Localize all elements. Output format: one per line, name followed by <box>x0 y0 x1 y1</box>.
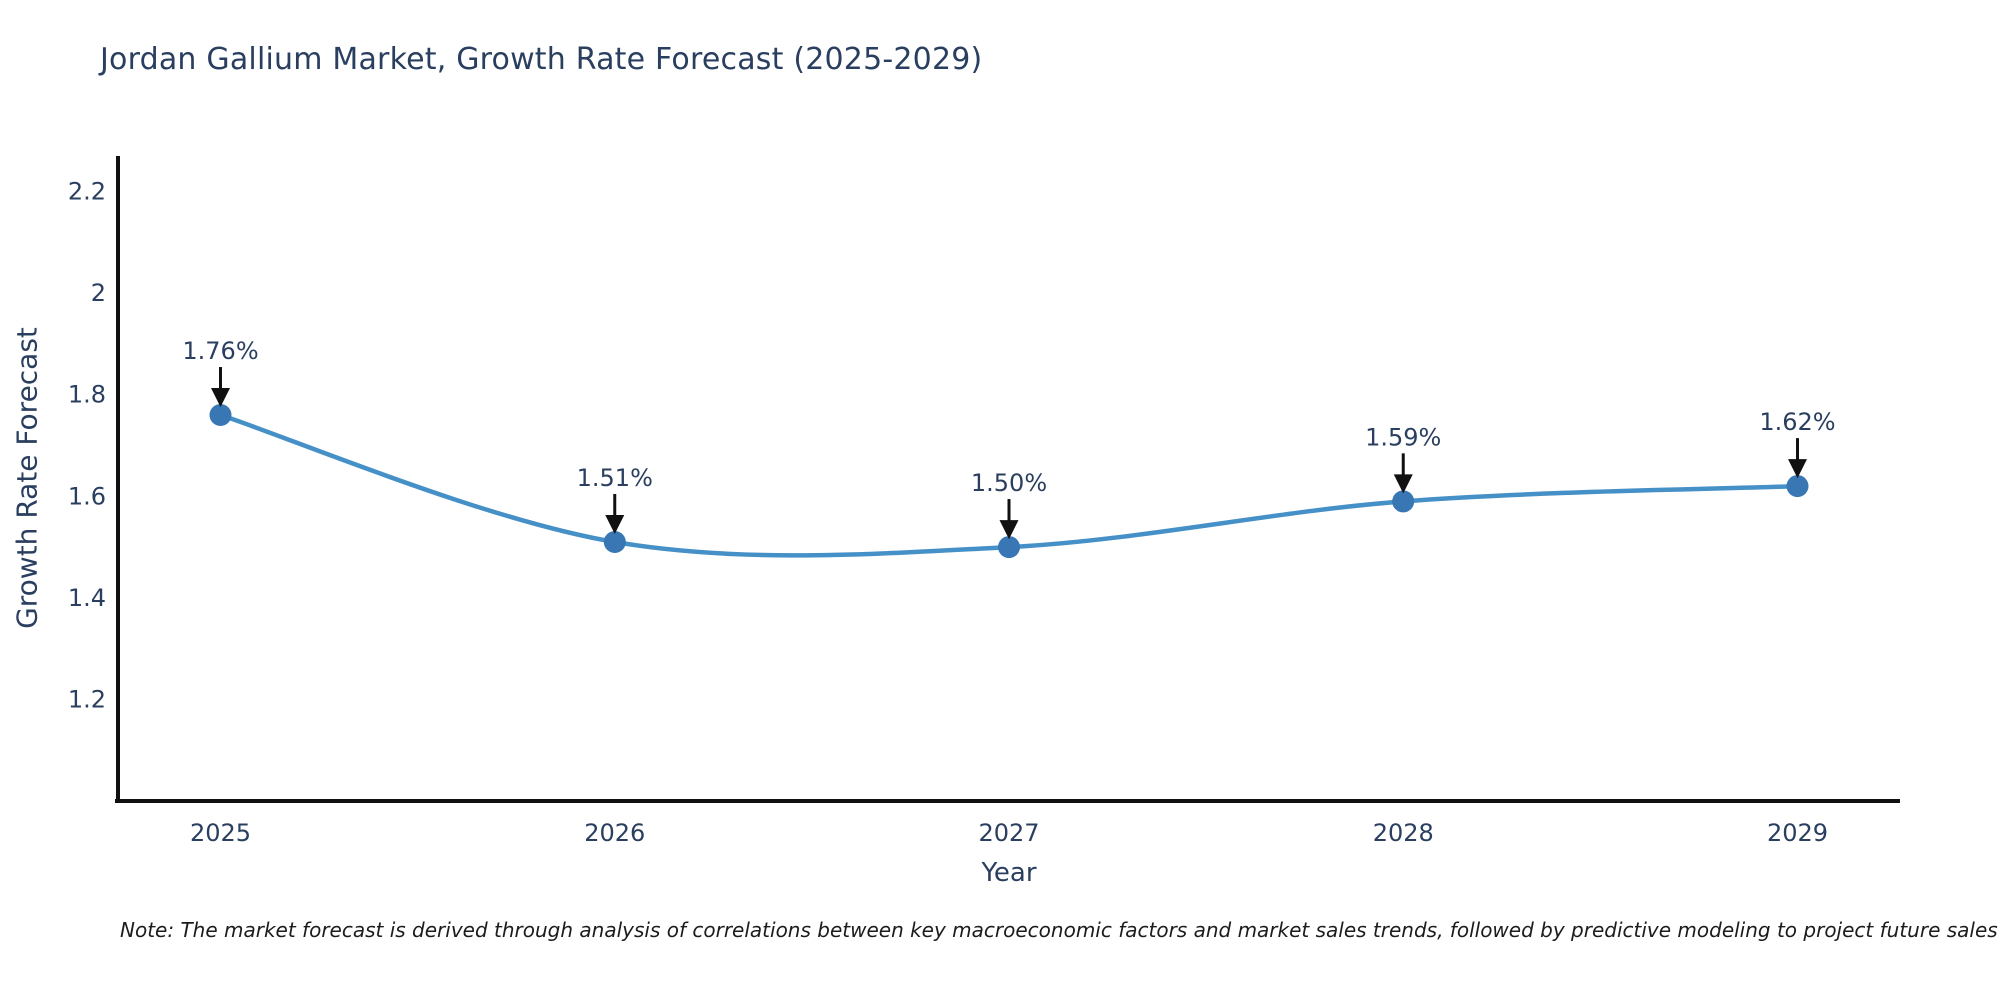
data-point-marker[interactable] <box>1392 490 1415 513</box>
annotation-arrowhead-icon <box>1787 459 1807 479</box>
data-point-marker[interactable] <box>603 531 626 553</box>
x-tick-label: 2025 <box>190 819 251 847</box>
data-point-label: 1.59% <box>1365 423 1441 451</box>
x-tick-label: 2026 <box>584 819 645 847</box>
chart-title: Jordan Gallium Market, Growth Rate Forec… <box>100 42 983 77</box>
data-point-label: 1.76% <box>182 337 258 365</box>
data-point-label: 1.62% <box>1759 408 1835 436</box>
annotation-arrowhead-icon <box>605 514 625 534</box>
footnote: Note: The market forecast is derived thr… <box>120 918 1998 942</box>
x-tick-label: 2028 <box>1373 819 1434 847</box>
data-point-marker[interactable] <box>209 404 232 426</box>
data-point-marker[interactable] <box>1786 475 1809 498</box>
annotation-arrowhead-icon <box>211 388 231 408</box>
y-tick-label: 2 <box>91 279 106 307</box>
x-tick-label: 2027 <box>978 819 1039 847</box>
y-tick-label: 1.6 <box>68 482 106 510</box>
data-point-label: 1.51% <box>577 464 653 492</box>
y-tick-label: 1.8 <box>68 381 106 409</box>
annotation-arrowhead-icon <box>999 520 1019 540</box>
x-axis-title: Year <box>981 858 1037 888</box>
annotation-arrowhead-icon <box>1393 474 1413 494</box>
data-point-label: 1.50% <box>971 469 1047 497</box>
y-tick-label: 1.4 <box>68 584 106 612</box>
y-tick-label: 1.2 <box>68 685 106 713</box>
y-tick-label: 2.2 <box>68 178 106 206</box>
x-tick-label: 2029 <box>1767 819 1828 847</box>
data-point-marker[interactable] <box>998 536 1020 559</box>
